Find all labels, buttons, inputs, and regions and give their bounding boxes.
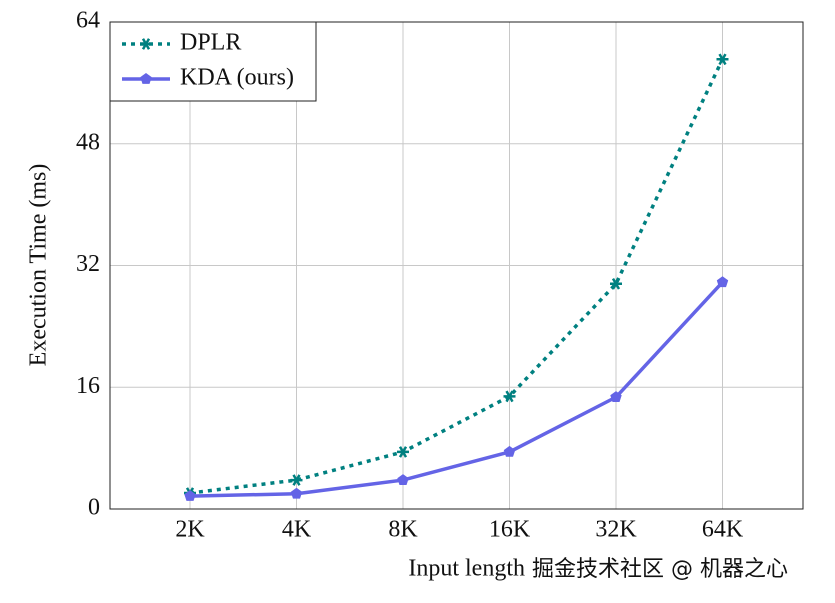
x-tick-label: 16K (489, 517, 531, 543)
y-axis-label: Execution Time (ms) (26, 164, 52, 367)
x-tick-label: 32K (595, 517, 637, 543)
data-point (184, 490, 196, 501)
y-tick-label: 48 (76, 129, 100, 155)
legend-label: DPLR (180, 30, 241, 56)
x-tick-label: 2K (175, 517, 205, 543)
data-point (716, 53, 729, 66)
data-point (610, 391, 622, 402)
y-tick-label: 32 (76, 251, 100, 277)
watermark: 掘金技术社区 @ 机器之心 (532, 557, 788, 582)
data-point (610, 277, 622, 290)
y-tick-label: 64 (76, 8, 100, 34)
x-tick-label: 8K (388, 517, 418, 543)
legend-label: KDA (ours) (180, 65, 294, 91)
series-line (189, 281, 724, 498)
legend-marker (140, 38, 152, 50)
series-line (189, 58, 725, 495)
y-tick-label: 16 (76, 373, 100, 399)
data-point (290, 474, 303, 486)
legend-marker (140, 73, 152, 84)
data-point (503, 445, 516, 457)
plot-frame (109, 21, 804, 510)
x-tick-label: 4K (282, 517, 312, 543)
data-point (716, 276, 729, 288)
y-tick-label: 0 (88, 495, 100, 521)
x-tick-label: 64K (702, 517, 744, 543)
x-axis-label: Input length (408, 556, 525, 582)
data-point (290, 487, 303, 499)
data-point (397, 474, 409, 485)
legend-box (109, 21, 317, 102)
data-point (397, 446, 409, 458)
data-point (503, 390, 516, 403)
